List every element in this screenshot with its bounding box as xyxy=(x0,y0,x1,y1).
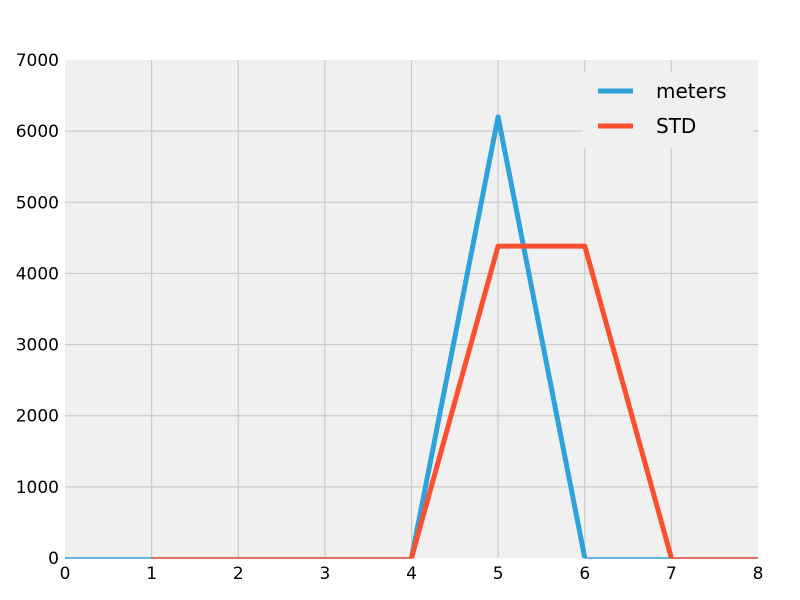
y-tick-label: 0 xyxy=(48,549,59,569)
y-tick-label: 2000 xyxy=(16,407,59,427)
x-tick-label: 6 xyxy=(579,564,590,584)
y-tick-label: 4000 xyxy=(16,264,59,284)
x-tick-label: 2 xyxy=(233,564,244,584)
legend-label-STD: STD xyxy=(656,114,696,138)
y-axis-ticks: 0 1000 2000 3000 4000 5000 6000 7000 xyxy=(16,51,59,569)
x-tick-label: 1 xyxy=(146,564,157,584)
series-STD-line xyxy=(409,243,674,559)
y-tick-label: 5000 xyxy=(16,193,59,213)
legend-label-meters: meters xyxy=(656,79,727,103)
legend-background xyxy=(583,72,753,148)
x-tick-label: 3 xyxy=(319,564,330,584)
x-tick-label: 5 xyxy=(493,564,504,584)
y-tick-label: 6000 xyxy=(16,122,59,142)
x-tick-label: 7 xyxy=(666,564,677,584)
legend: meters STD xyxy=(583,72,753,148)
y-tick-label: 7000 xyxy=(16,51,59,71)
grid xyxy=(65,60,758,558)
x-tick-label: 8 xyxy=(753,564,764,584)
y-tick-label: 3000 xyxy=(16,336,59,356)
x-tick-label: 4 xyxy=(406,564,417,584)
x-axis-ticks: 0 1 2 3 4 5 6 7 8 xyxy=(60,564,764,584)
x-tick-label: 0 xyxy=(60,564,71,584)
y-tick-label: 1000 xyxy=(16,478,59,498)
series-meters-line xyxy=(409,114,588,559)
series-lines xyxy=(65,114,758,559)
